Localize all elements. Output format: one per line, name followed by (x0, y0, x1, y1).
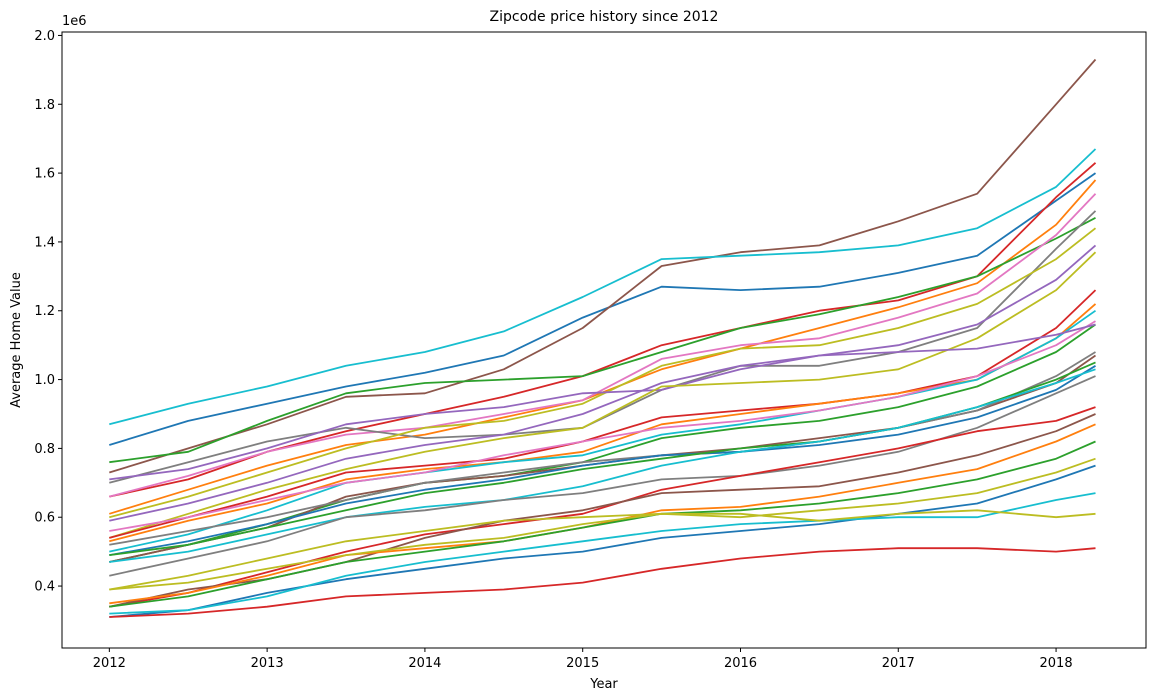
x-tick-label: 2013 (251, 656, 284, 671)
x-axis-label: Year (589, 677, 618, 692)
y-tick-label: 0.8 (34, 442, 55, 457)
series-line-14 (109, 309, 1097, 553)
x-tick-label: 2012 (93, 656, 126, 671)
series-line-28 (109, 457, 1096, 591)
x-tick-label: 2014 (408, 656, 441, 671)
y-axis-ticks: 0.4 0.6 0.8 1.0 1.2 1.4 1.6 1.8 2.0 (34, 29, 62, 595)
x-tick-label: 2016 (724, 656, 757, 671)
series-line-31 (109, 509, 1096, 591)
series-line-22 (109, 368, 1096, 563)
series-line-23 (109, 375, 1096, 577)
series-line-8 (109, 210, 1097, 484)
y-tick-label: 2.0 (34, 29, 55, 44)
x-tick-label: 2017 (882, 656, 915, 671)
x-tick-label: 2018 (1040, 656, 1073, 671)
y-tick-label: 1.2 (34, 304, 55, 319)
x-axis-ticks: 2012 2013 2014 2015 2016 2017 2018 (93, 648, 1073, 671)
series-lines (109, 58, 1097, 618)
y-axis-offset-label: 1e6 (62, 14, 87, 29)
y-tick-label: 1.4 (34, 235, 55, 250)
series-line-9 (109, 227, 1097, 519)
y-tick-label: 1.0 (34, 373, 55, 388)
series-line-3 (109, 148, 1097, 426)
chart-title: Zipcode price history since 2012 (490, 9, 719, 25)
y-tick-label: 0.4 (34, 580, 55, 595)
series-line-27 (109, 440, 1096, 608)
y-tick-label: 1.8 (34, 98, 55, 113)
series-line-30 (109, 492, 1096, 615)
series-line-11 (109, 251, 1097, 539)
series-line-7 (109, 193, 1097, 498)
series-line-19 (109, 351, 1096, 546)
y-tick-label: 1.6 (34, 167, 55, 182)
plot-frame (61, 31, 1147, 649)
x-tick-label: 2015 (566, 656, 599, 671)
series-line-17 (109, 323, 1096, 522)
y-tick-label: 0.6 (34, 511, 55, 526)
series-line-6 (109, 217, 1096, 464)
series-line-32 (109, 547, 1096, 618)
series-line-29 (109, 464, 1096, 618)
series-line-1 (109, 172, 1097, 446)
series-line-15 (109, 320, 1096, 532)
series-line-2 (109, 58, 1097, 474)
series-line-10 (109, 244, 1097, 481)
series-line-20 (109, 365, 1096, 556)
y-axis-label: Average Home Value (9, 272, 24, 408)
